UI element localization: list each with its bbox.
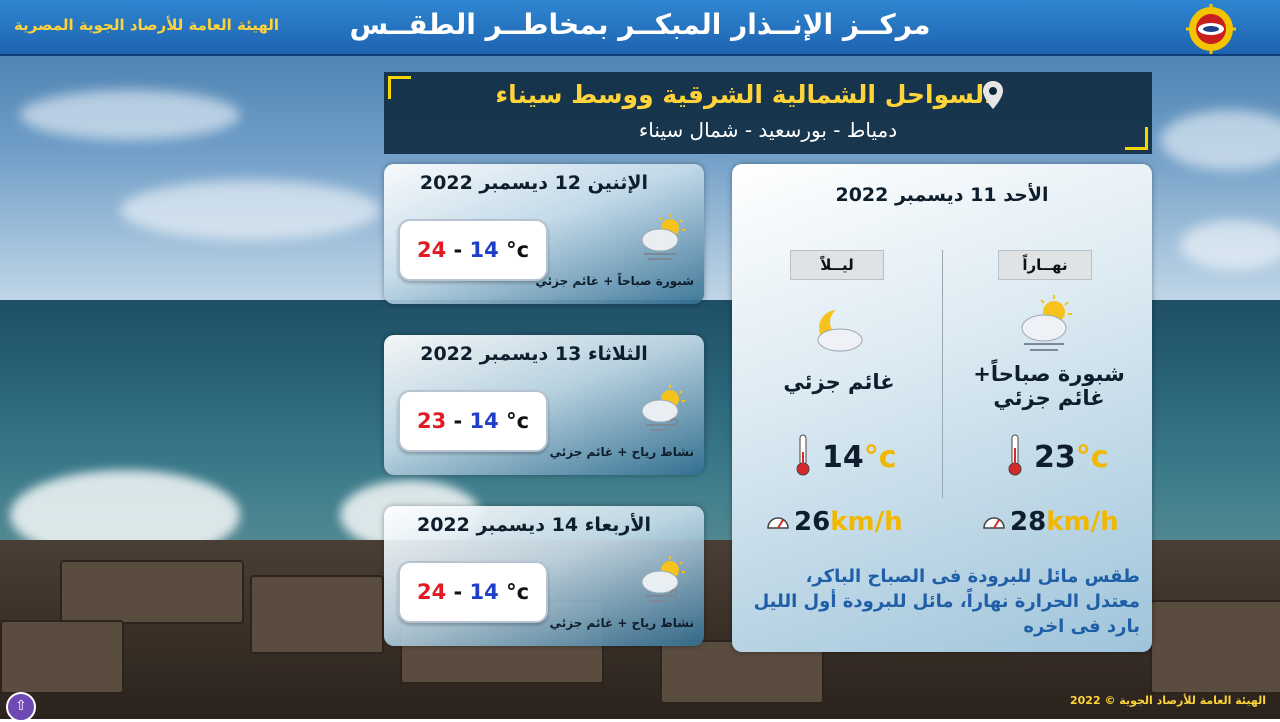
forecast-card-day-3: الأربعاء 14 ديسمبر 2022 24 - 14 °c نشاط … xyxy=(384,506,704,646)
nighttime-temp-value: 14 xyxy=(822,440,864,475)
forecast-card-day-1: الإثنين 12 ديسمبر 2022 24 - 14 °c شبورة … xyxy=(384,164,704,304)
scroll-up-icon[interactable]: ⇧ xyxy=(6,692,36,722)
region-cities: دمياط - بورسعيد - شمال سيناء xyxy=(638,118,898,142)
rock xyxy=(1150,600,1280,694)
meteorological-authority-logo-icon xyxy=(1186,4,1236,54)
thermometer-icon xyxy=(1008,434,1022,476)
max-temp: 23 xyxy=(416,409,447,433)
nighttime-label: ليــلاً xyxy=(790,250,884,280)
wind-speed-gauge-icon xyxy=(767,517,789,529)
temp-separator: - xyxy=(453,580,463,604)
today-panel: الأحد 11 ديسمبر 2022 نهــاراً شبورة صباح… xyxy=(732,164,1152,652)
day-night-divider xyxy=(942,250,943,498)
region-box: السواحل الشمالية الشرقية ووسط سيناء دميا… xyxy=(384,72,1152,154)
wind-speed-gauge-icon xyxy=(983,517,1005,529)
cloud xyxy=(1180,220,1280,270)
nighttime-wind: 26km/h xyxy=(794,507,903,537)
daytime-wind: 28km/h xyxy=(1010,507,1119,537)
card-date: الإثنين 12 ديسمبر 2022 xyxy=(419,172,649,194)
today-date: الأحد 11 ديسمبر 2022 xyxy=(835,184,1049,206)
fog-partly-cloudy-icon xyxy=(1021,295,1072,351)
daytime-temp-unit: °c xyxy=(1075,440,1109,475)
forecast-card-day-2: الثلاثاء 13 ديسمبر 2022 23 - 14 °c نشاط … xyxy=(384,335,704,475)
daytime-condition-line1: شبورة صباحاً+ xyxy=(973,362,1125,386)
daytime-wind-value: 28 xyxy=(1010,507,1047,537)
max-temp: 24 xyxy=(416,580,447,604)
temp-unit: °c xyxy=(506,409,530,433)
moon-cloud-icon xyxy=(817,310,863,352)
frame-corner xyxy=(388,76,411,99)
daytime-temp-value: 23 xyxy=(1034,440,1076,475)
daytime-label: نهــاراً xyxy=(998,250,1092,280)
frame-corner xyxy=(1125,127,1148,150)
daytime-condition-line2: غائم جزئي xyxy=(993,386,1105,410)
region-title: السواحل الشمالية الشرقية ووسط سيناء xyxy=(495,80,993,109)
wind-partly-cloudy-icon xyxy=(641,385,685,431)
org-name: الهيئة العامة للأرصاد الجوية المصرية xyxy=(14,16,280,34)
card-condition: نشاط رياح + غائم جزئي xyxy=(549,445,694,459)
weather-description: طقس مائل للبرودة فى الصباح الباكر، معتدل… xyxy=(746,564,1140,639)
wind-partly-cloudy-icon xyxy=(641,556,685,602)
rock xyxy=(0,620,124,694)
nighttime-condition: غائم جزئي xyxy=(783,370,895,394)
temp-range-box: 24 - 14 °c xyxy=(398,561,548,623)
card-condition: شبورة صباحاً + غائم جزئي xyxy=(535,274,694,288)
thermometer-icon xyxy=(796,434,810,476)
min-temp: 14 xyxy=(469,580,499,604)
fog-partly-cloudy-icon xyxy=(641,214,685,260)
daytime-wind-unit: km/h xyxy=(1046,507,1119,537)
nighttime-wind-value: 26 xyxy=(794,507,831,537)
description-line: بارد فى اخره xyxy=(1023,616,1140,637)
copyright-footer: الهيئة العامة للأرصاد الجوية © 2022 xyxy=(1070,694,1267,707)
temp-range-box: 24 - 14 °c xyxy=(398,219,548,281)
rock xyxy=(60,560,244,624)
nighttime-temp-unit: °c xyxy=(863,440,897,475)
header-bar: الهيئة العامة للأرصاد الجوية المصرية مرك… xyxy=(0,0,1280,56)
temp-unit: °c xyxy=(506,580,530,604)
temp-separator: - xyxy=(453,238,463,262)
description-line: معتدل الحرارة نهاراً، مائل للبرودة أول ا… xyxy=(753,591,1140,612)
temp-unit: °c xyxy=(506,238,530,262)
description-line: طقس مائل للبرودة فى الصباح الباكر، xyxy=(805,566,1140,587)
cloud xyxy=(20,90,240,140)
temp-separator: - xyxy=(453,409,463,433)
nighttime-temp: 14°c xyxy=(822,440,897,475)
max-temp: 24 xyxy=(416,238,447,262)
card-date: الثلاثاء 13 ديسمبر 2022 xyxy=(420,343,648,365)
daytime-condition: شبورة صباحاً+ غائم جزئي xyxy=(954,362,1144,410)
cloud xyxy=(120,180,380,240)
rock xyxy=(250,575,384,654)
cloud xyxy=(1160,110,1280,170)
daytime-temp: 23°c xyxy=(1034,440,1109,475)
card-condition: نشاط رياح + غائم جزئي xyxy=(549,616,694,630)
page-title: مركــز الإنــذار المبكــر بمخاطــر الطقـ… xyxy=(349,8,931,41)
min-temp: 14 xyxy=(469,409,499,433)
card-date: الأربعاء 14 ديسمبر 2022 xyxy=(416,514,652,536)
location-pin-icon xyxy=(983,81,1003,109)
nighttime-wind-unit: km/h xyxy=(830,507,903,537)
temp-range-box: 23 - 14 °c xyxy=(398,390,548,452)
min-temp: 14 xyxy=(469,238,499,262)
